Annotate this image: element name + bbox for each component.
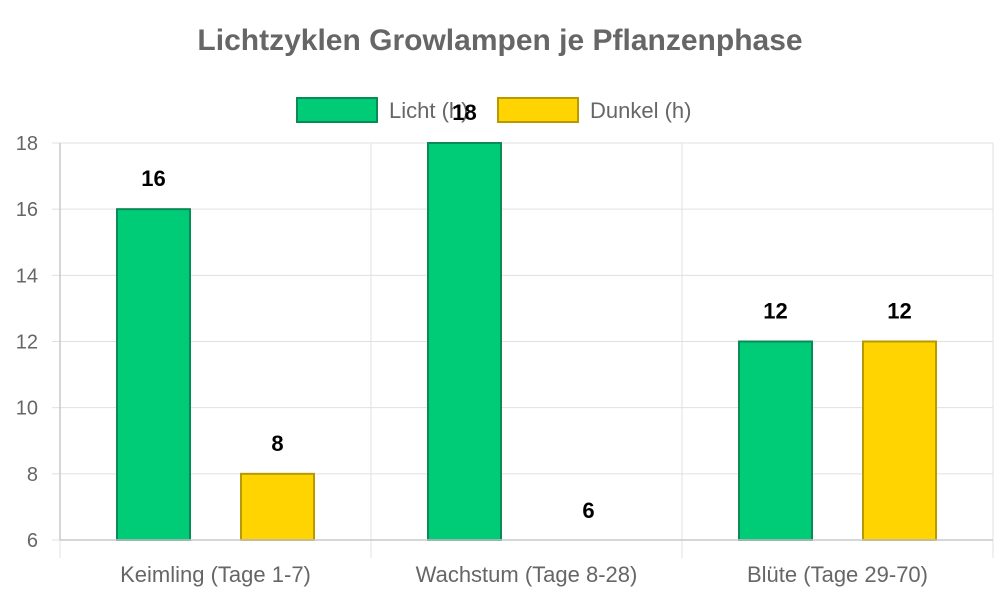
axes: 6 8 10 12 14 16 18 Keimling (Tage 1-7) Wachstum … xyxy=(16,133,993,587)
legend-swatch xyxy=(497,97,579,123)
legend-label: Dunkel (h) xyxy=(590,98,691,123)
grid xyxy=(52,142,994,558)
legend: Licht (h) Dunkel (h) xyxy=(296,97,691,123)
bar-licht xyxy=(116,208,191,542)
y-tick-label: 8 xyxy=(27,464,38,486)
chart-title: Lichtzyklen Growlampen je Pflanzenphase xyxy=(197,24,802,57)
legend-swatch xyxy=(296,97,378,123)
data-labels: 16 8 18 6 12 12 xyxy=(141,100,911,523)
x-tick-label: Keimling (Tage 1-7) xyxy=(120,562,311,587)
x-tick-label: Wachstum (Tage 8-28) xyxy=(416,562,638,587)
legend-label: Licht (h) xyxy=(389,98,468,123)
y-tick-label: 16 xyxy=(16,199,38,221)
x-tick-label: Blüte (Tage 29-70) xyxy=(747,562,928,587)
bar-dunkel xyxy=(862,340,937,541)
bar-dunkel xyxy=(240,472,315,542)
data-label: 6 xyxy=(582,498,594,523)
data-label: 12 xyxy=(763,299,787,324)
y-tick-label: 10 xyxy=(16,398,38,420)
data-label: 18 xyxy=(452,100,476,125)
y-tick-label: 14 xyxy=(16,265,38,287)
bar-licht xyxy=(738,340,813,541)
y-tick-label: 12 xyxy=(16,332,38,354)
bar-licht xyxy=(427,142,502,541)
data-label: 8 xyxy=(271,431,283,456)
data-label: 12 xyxy=(887,299,911,324)
data-label: 16 xyxy=(141,166,165,191)
y-tick-label: 18 xyxy=(16,133,38,155)
y-tick-label: 6 xyxy=(27,530,38,552)
bars xyxy=(116,142,937,542)
